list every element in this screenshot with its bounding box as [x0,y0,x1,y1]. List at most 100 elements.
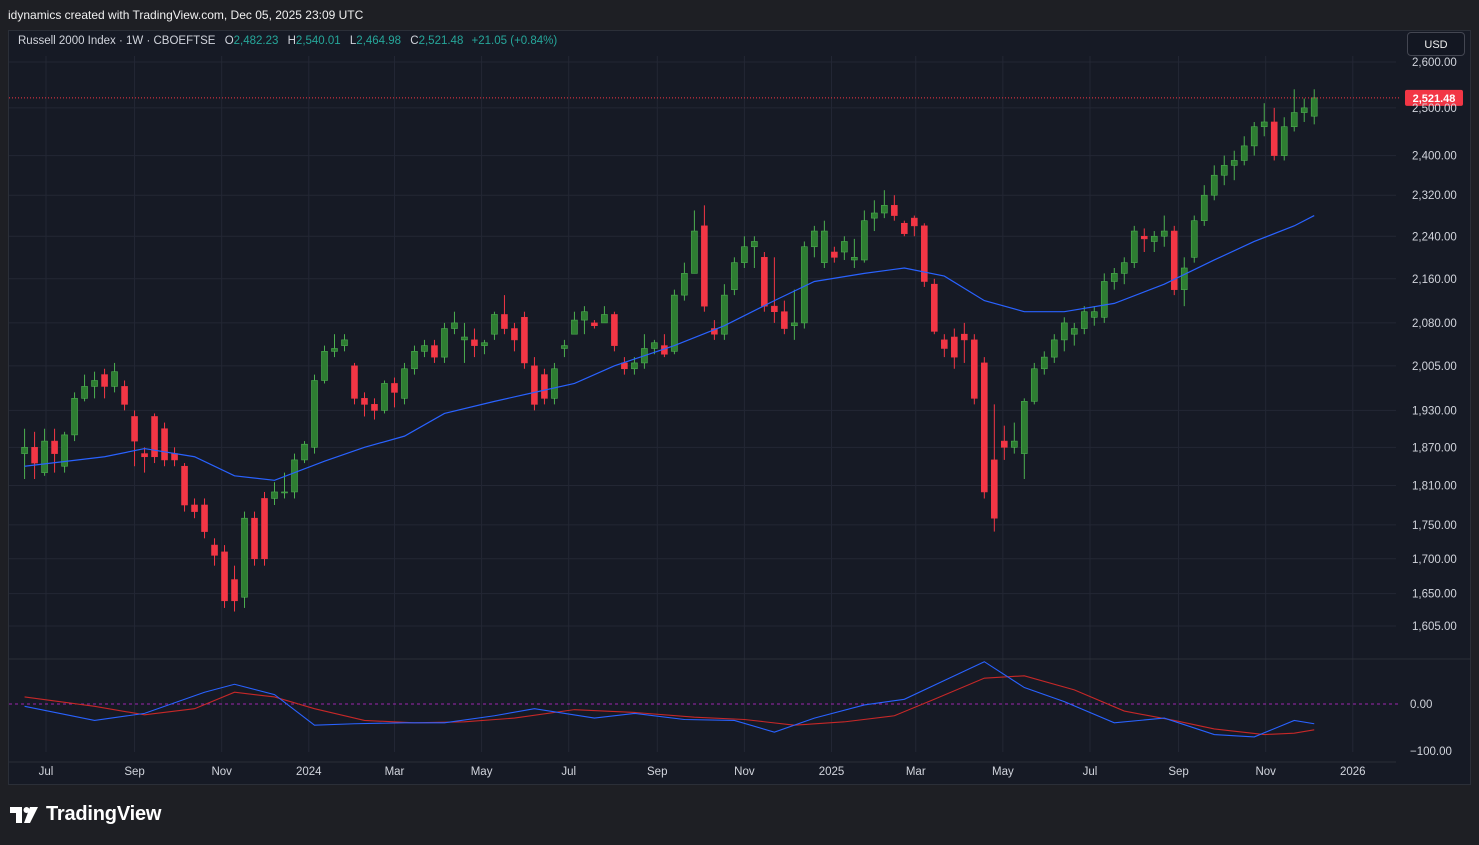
candle-body [121,386,128,405]
candle-body [881,205,888,214]
last-price-label: 2,521.48 [1413,93,1456,105]
candle-body [1011,440,1018,448]
candle-body [131,416,138,442]
candle-body [821,230,828,263]
candle-body [151,416,158,458]
candle-body [761,257,768,307]
top-bar [0,0,1479,30]
y-axis-tick-label: 1,650.00 [1412,589,1457,601]
candle-body [1310,97,1318,117]
candle-body [1130,230,1138,263]
candle-body [841,241,848,253]
candle-body [1190,220,1198,258]
candle-body [1001,440,1008,448]
candle-body [1070,328,1078,335]
candle-body [491,314,498,335]
x-axis-tick-label: Jul [39,766,54,778]
legend-high-label: H [287,35,296,47]
candle-body [301,443,308,461]
candle-body [381,383,388,411]
candle-body [971,339,978,399]
candle-body [1150,235,1158,242]
footer-bar [0,786,1479,845]
moving-average-line [24,215,1315,481]
candle-body [671,294,678,352]
candle-body [741,246,748,263]
candle-body [321,351,328,381]
candle-body [1260,121,1268,128]
candle-body [511,328,518,341]
candle-body [431,345,438,358]
candle-body [571,319,578,335]
oscillator-main-line [24,661,1315,738]
oscillator-signal-line [24,675,1315,736]
candle-body [781,311,788,329]
candle-body [911,217,918,227]
candle-body [541,374,548,399]
candle-body [391,383,398,393]
legend-high-value: 2,540.01 [295,35,341,47]
candle-body [361,398,368,405]
candle-body [141,453,148,458]
candle-body [1210,174,1218,196]
x-axis-tick-label: Nov [734,766,755,778]
y-axis-tick-label: 1,750.00 [1412,520,1457,532]
candle-body [1170,230,1178,290]
tradingview-logo[interactable]: TradingView [10,803,161,826]
candle-body [891,205,898,216]
candle-body [771,305,778,313]
y-axis-tick-label: 1,870.00 [1412,442,1457,454]
candle-body [1180,267,1188,290]
candle-body [651,342,658,349]
y-axis-tick-label: 2,240.00 [1412,231,1457,243]
candle-body [1080,311,1088,329]
candle-body [731,262,738,290]
candle-body [1090,311,1098,318]
x-axis-tick-label: Sep [1168,766,1188,778]
x-axis-tick-label: Jul [561,766,576,778]
candle-body [61,434,68,467]
candle-body [451,322,458,329]
candle-body [231,579,238,602]
candle-body [471,339,478,346]
legend-symbol: Russell 2000 Index · 1W · CBOEFTSE [18,35,216,47]
candle-body [211,544,218,556]
candle-body [1230,160,1238,166]
x-axis-tick-label: 2026 [1340,766,1366,778]
x-axis-tick-label: May [471,766,493,778]
candle-body [261,498,268,560]
candle-body [351,365,358,399]
candle-body [191,504,198,512]
legend-close-value: 2,521.48 [418,35,464,47]
currency-button[interactable]: USD [1407,32,1465,56]
y-axis-tick-label: 2,080.00 [1412,318,1457,330]
y-axis-tick-label: 1,700.00 [1412,554,1457,566]
candle-body [981,362,988,493]
series-legend[interactable]: Russell 2000 Index · 1W · CBOEFTSE O2,48… [18,35,557,47]
candle-body [181,465,188,506]
y-axis-tick-label: 2,500.00 [1412,103,1457,115]
candle-body [221,551,228,602]
candle-body [1240,145,1248,161]
y-axis-tick-label: 2,600.00 [1412,57,1457,69]
x-axis-tick-label: Nov [211,766,232,778]
x-axis-tick-label: May [992,766,1014,778]
candle-body [951,336,958,358]
candle-body [871,212,878,219]
candle-body [401,368,408,399]
candle-body [1270,121,1278,156]
candle-body [271,491,278,499]
candle-body [681,273,688,296]
candle-body [71,398,78,436]
legend-low-value: 2,464.98 [356,35,402,47]
y-axis-tick-label: 1,810.00 [1412,480,1457,492]
candle-body [1280,126,1288,156]
candle-body [721,294,728,335]
legend-low-label: L [349,35,357,47]
x-axis-tick-label: Mar [385,766,405,778]
candle-body [171,453,178,461]
candle-body [101,374,108,387]
candle-body [201,504,208,532]
candle-body [521,316,528,364]
